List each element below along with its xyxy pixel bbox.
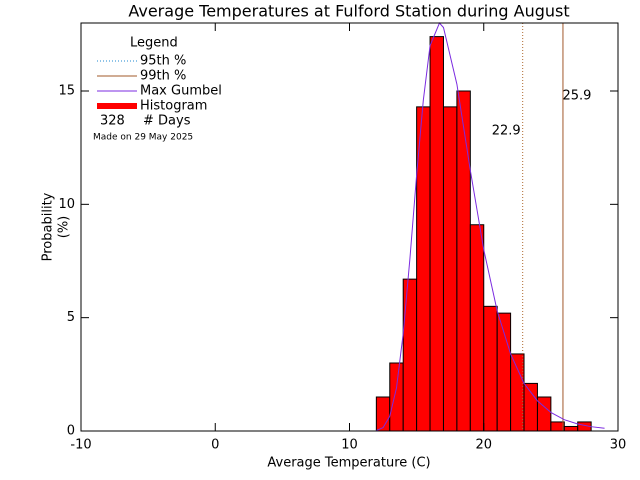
legend-title: Legend	[130, 36, 178, 51]
x-tick-label: 10	[341, 438, 358, 453]
x-tick-label: 30	[610, 438, 627, 453]
legend-label: Max Gumbel	[140, 84, 222, 99]
histogram-bar	[563, 425, 579, 432]
y-axis-unit: (%)	[57, 216, 72, 239]
x-tick-label: -10	[70, 438, 91, 453]
legend-label: 95th %	[140, 54, 186, 69]
histogram-bar	[442, 106, 458, 432]
percentile-label: 22.9	[492, 124, 521, 139]
note: Made on 29 May 2025	[93, 133, 193, 143]
gumbel-curve	[376, 22, 605, 432]
histogram-bar	[550, 421, 565, 432]
x-axis-label: Average Temperature (C)	[267, 456, 430, 471]
y-axis-label: Probability	[41, 192, 56, 261]
y-tick-label: 15	[58, 84, 75, 99]
legend-label: Histogram	[140, 99, 207, 114]
histogram-bar	[375, 396, 391, 432]
x-tick-label: 20	[475, 438, 492, 453]
histogram-bar	[402, 278, 418, 432]
histogram-bar	[510, 353, 525, 432]
histogram-bar	[523, 382, 538, 432]
histogram-bar	[469, 224, 485, 432]
chart-title: Average Temperatures at Fulford Station …	[128, 2, 569, 21]
histogram-bar	[389, 362, 404, 432]
histogram-bar	[483, 305, 498, 432]
histogram-bar	[429, 36, 444, 432]
legend-days: 328	[100, 114, 125, 129]
x-tick-label: 0	[211, 438, 219, 453]
y-tick-label: 10	[58, 197, 75, 212]
legend-days-label: # Days	[143, 114, 191, 129]
y-tick-label: 5	[67, 310, 75, 325]
histogram-bar	[456, 90, 471, 432]
legend-label: 99th %	[140, 69, 186, 84]
y-tick-label: 0	[67, 424, 75, 439]
percentile-label: 25.9	[562, 89, 591, 104]
